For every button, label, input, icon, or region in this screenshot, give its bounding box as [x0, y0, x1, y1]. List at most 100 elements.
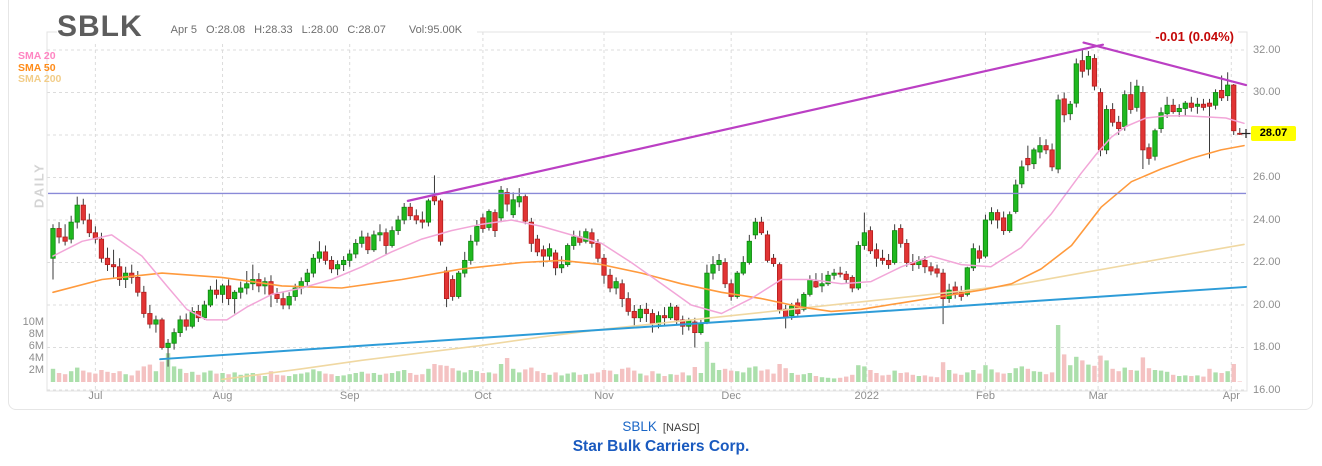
volume-bar	[971, 370, 976, 382]
volume-bar	[468, 370, 473, 382]
volume-bar	[99, 370, 104, 382]
candle-down	[129, 272, 135, 278]
volume-bar	[420, 374, 425, 382]
candle-up	[1212, 92, 1219, 106]
candle-down	[86, 219, 92, 234]
candle-up	[316, 251, 323, 259]
x-axis-label: Mar	[1088, 390, 1108, 402]
candle-up	[171, 332, 177, 344]
candle-up	[238, 287, 244, 293]
sma50-legend-label: SMA 50	[18, 61, 56, 74]
volume-bar	[589, 373, 595, 382]
volume-bar	[208, 370, 213, 382]
volume-bar	[1158, 370, 1164, 382]
candle-down	[643, 308, 649, 314]
volume-bar	[286, 376, 292, 382]
candle-up	[341, 259, 347, 266]
volume-bar	[710, 362, 716, 382]
volume-bar	[698, 373, 704, 382]
candle-down	[104, 257, 111, 266]
volume-bar	[87, 372, 92, 382]
candle-down	[383, 232, 389, 246]
candle-down	[758, 221, 765, 234]
volume-bar	[268, 371, 274, 382]
volume-bar	[547, 374, 552, 382]
candle-down	[213, 289, 220, 295]
candle-down	[631, 310, 637, 319]
volume-bar	[795, 374, 800, 382]
x-axis-label: 2022	[854, 390, 880, 402]
volume-bar	[1110, 368, 1115, 382]
candle-up	[583, 231, 589, 242]
volume-bar	[220, 373, 225, 382]
candle-up	[831, 272, 837, 276]
candle-up	[1158, 112, 1164, 130]
volume-bar	[716, 370, 722, 382]
candle-down	[940, 272, 946, 300]
timeframe-watermark: DAILY	[31, 162, 47, 209]
volume-bar	[1092, 365, 1097, 382]
volume-bar	[680, 372, 685, 382]
candle-up	[861, 232, 867, 246]
volume-bar	[535, 371, 540, 382]
volume-bar	[632, 370, 637, 382]
last-price-tag: 28.07	[1251, 126, 1296, 141]
volume-bar	[946, 370, 952, 382]
x-axis-label: Dec	[721, 390, 741, 402]
candle-up	[486, 211, 492, 228]
plot-frame	[46, 31, 1248, 392]
x-axis-label: Nov	[594, 390, 614, 402]
volume-bar	[1189, 376, 1194, 382]
volume-bar	[293, 374, 298, 382]
volume-bar	[844, 376, 849, 382]
candle-up	[801, 293, 807, 310]
volume-bar	[850, 374, 855, 382]
candle-up	[752, 221, 758, 236]
candle-up	[819, 283, 825, 287]
sma20-line	[52, 115, 1245, 321]
candle-down	[1091, 58, 1098, 87]
candle-down	[413, 215, 419, 221]
footer-symbol-link[interactable]: SBLK	[622, 419, 657, 434]
volume-bar	[135, 370, 140, 382]
volume-bar	[989, 369, 994, 382]
candle-down	[661, 315, 668, 319]
candle-down	[728, 283, 734, 297]
candle-down	[1043, 145, 1049, 151]
volume-bar	[1104, 360, 1109, 382]
candle-up	[716, 259, 722, 266]
volume-bar	[202, 372, 207, 382]
candle-up	[377, 232, 383, 236]
volume-bar	[1164, 371, 1170, 382]
candle-down	[280, 298, 286, 306]
volume-bar	[68, 371, 74, 382]
footer-company-link[interactable]: Star Bulk Carriers Corp.	[572, 438, 750, 455]
volume-bar	[432, 364, 437, 382]
candle-down	[607, 274, 613, 289]
y-axis-label: 16.00	[1253, 383, 1281, 396]
candle-up	[565, 245, 571, 266]
volume-bar	[656, 373, 661, 382]
volume-bar	[480, 373, 486, 382]
candle-up	[498, 189, 504, 219]
candle-down	[770, 257, 777, 264]
volume-bar	[105, 371, 110, 382]
candle-up	[1067, 103, 1073, 115]
footer-exchange-label: [NASD]	[662, 422, 700, 434]
candle-up	[1103, 109, 1110, 151]
volume-value: Vol:95.00K	[408, 24, 463, 36]
y-axis-label: 18.00	[1253, 341, 1281, 353]
candle-down	[419, 219, 425, 223]
candle-up	[1073, 63, 1079, 104]
candle-down	[692, 321, 698, 334]
candle-up	[546, 248, 553, 257]
volume-bar	[704, 341, 710, 382]
candle-up	[310, 257, 316, 274]
sma20-legend-label: SMA 20	[18, 50, 56, 62]
candle-up	[395, 219, 401, 232]
candle-up	[425, 200, 432, 223]
candle-up	[304, 272, 310, 283]
candle-up	[825, 274, 831, 285]
volume-bar	[81, 370, 86, 382]
